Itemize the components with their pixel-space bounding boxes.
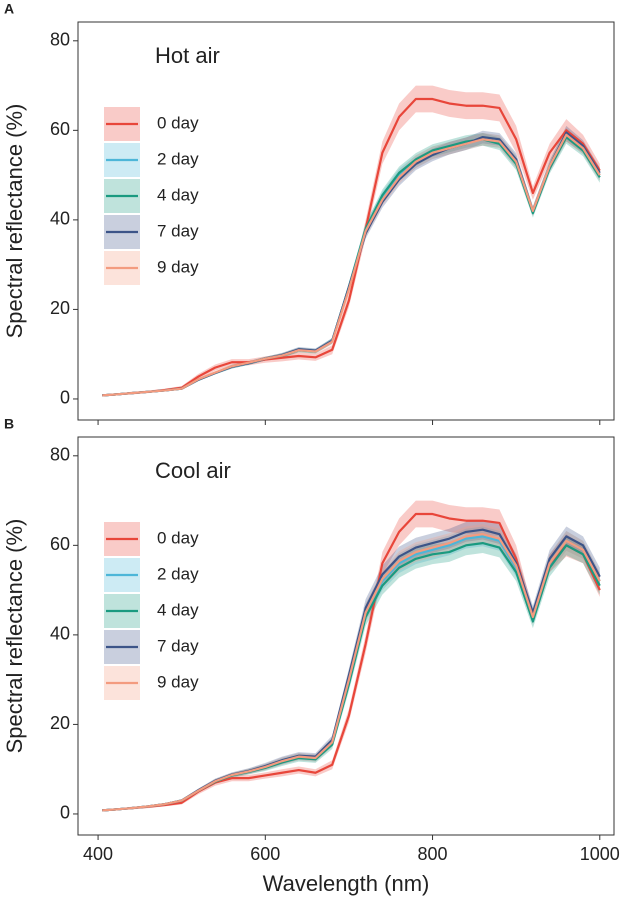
legend-label: 4 day bbox=[157, 600, 199, 619]
panel-label: B bbox=[4, 416, 14, 432]
x-tick-label: 600 bbox=[250, 844, 280, 864]
x-tick-label: 800 bbox=[418, 844, 448, 864]
y-tick-label: 80 bbox=[50, 30, 70, 50]
y-axis-title: Spectral reflectance (%) bbox=[2, 104, 27, 339]
y-tick-label: 0 bbox=[60, 803, 70, 823]
legend-label: 7 day bbox=[157, 636, 199, 655]
plot-frame bbox=[77, 436, 615, 836]
line bbox=[102, 533, 601, 812]
y-tick-label: 40 bbox=[50, 209, 70, 229]
y-tick-label: 80 bbox=[50, 445, 70, 465]
legend-label: 2 day bbox=[157, 564, 199, 583]
y-tick-label: 20 bbox=[50, 298, 70, 318]
plot-frame bbox=[77, 21, 615, 421]
y-tick-label: 40 bbox=[50, 624, 70, 644]
legend-label: 4 day bbox=[157, 185, 199, 204]
legend-label: 9 day bbox=[157, 672, 199, 691]
panel-label: A bbox=[4, 1, 14, 17]
legend-title: Cool air bbox=[155, 458, 231, 483]
y-tick-label: 60 bbox=[50, 119, 70, 139]
x-tick-label: 1000 bbox=[580, 844, 620, 864]
legend-label: 2 day bbox=[157, 149, 199, 168]
y-axis-title: Spectral reflectance (%) bbox=[2, 519, 27, 754]
legend-label: 9 day bbox=[157, 257, 199, 276]
y-tick-label: 60 bbox=[50, 534, 70, 554]
y-tick-label: 20 bbox=[50, 713, 70, 733]
line bbox=[102, 133, 601, 397]
y-tick-label: 0 bbox=[60, 388, 70, 408]
x-tick-label: 400 bbox=[83, 844, 113, 864]
legend-label: 7 day bbox=[157, 221, 199, 240]
line bbox=[102, 97, 601, 397]
legend-label: 0 day bbox=[157, 528, 199, 547]
legend-title: Hot air bbox=[155, 43, 220, 68]
line bbox=[102, 512, 601, 812]
x-axis-title: Wavelength (nm) bbox=[263, 871, 430, 896]
legend-label: 0 day bbox=[157, 113, 199, 132]
